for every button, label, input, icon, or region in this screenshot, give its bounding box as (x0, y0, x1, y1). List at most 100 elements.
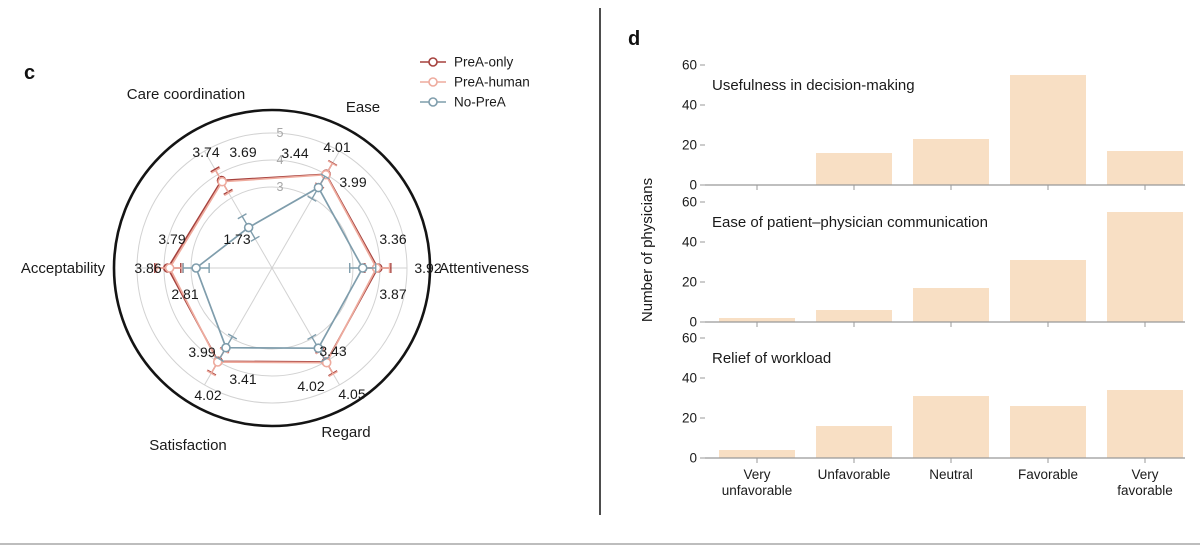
radar-axis-label: Attentiveness (439, 260, 529, 277)
bar-subplot-2: 0 20 40 60 Ease of patient–physician communi… (682, 195, 1185, 330)
radar-outer-circle (112, 108, 432, 428)
radar-marker (243, 222, 254, 233)
radar-marker (164, 263, 175, 273)
radar-series-No-PreA (182, 173, 377, 363)
bar (913, 139, 989, 185)
radar-value-label: 3.99 (188, 344, 215, 360)
radar-ring-tick-label: 4 (277, 153, 284, 167)
bar (719, 450, 795, 458)
radar-value-label: 3.44 (281, 145, 308, 161)
y-tick-label: 60 (682, 58, 697, 73)
radar-error-bar-cap (224, 189, 234, 197)
y-tick-label: 40 (682, 235, 697, 250)
radar-value-label: 4.05 (338, 386, 365, 402)
radar-error-bar-cap (237, 213, 247, 220)
legend-marker (428, 97, 438, 107)
radar-axis-label: Ease (346, 99, 380, 116)
bar-subplot-1: 0 20 40 60 Usefulness in decision-making (682, 58, 1185, 193)
radar-error-bar-cap (307, 333, 317, 341)
radar-marker (221, 342, 231, 353)
bar (816, 426, 892, 458)
radar-value-label: 3.86 (134, 260, 161, 276)
radar-error-bar-cap (320, 173, 330, 180)
radar-error-bar-cap (320, 356, 330, 363)
y-tick-label: 0 (689, 315, 697, 330)
radar-value-label: 3.99 (339, 174, 366, 190)
panel-c-label: c (24, 62, 36, 84)
radar-marker (313, 182, 324, 193)
bar (1107, 390, 1183, 458)
radar-value-label: 3.69 (229, 144, 256, 160)
radar-spoke (204, 150, 273, 269)
legend-label: PreA-human (454, 75, 530, 90)
bar (1107, 212, 1183, 322)
radar-axis-label: Regard (321, 424, 370, 441)
radar-marker (217, 176, 227, 187)
radar-error-bar-cap (211, 167, 221, 174)
bar (913, 288, 989, 322)
legend-label: No-PreA (454, 95, 506, 110)
legend-label: PreA-only (454, 55, 514, 70)
radar-ring-tick-label: 3 (277, 180, 284, 194)
radar-value-label: 3.92 (414, 260, 441, 276)
bar (913, 396, 989, 458)
bar (816, 153, 892, 185)
y-tick-label: 0 (689, 451, 697, 466)
bar (1010, 260, 1086, 322)
y-tick-label: 40 (682, 98, 697, 113)
y-axis-title: Number of physicians (639, 178, 656, 322)
radar-ring-tick-label: 5 (277, 126, 284, 140)
y-tick-label: 20 (682, 411, 697, 426)
radar-axis-label: Acceptability (21, 260, 106, 277)
bottom-rule (0, 543, 1200, 545)
y-tick-label: 0 (689, 178, 697, 193)
radar-error-bar-cap (214, 355, 225, 363)
radar-axis-label: Care coordination (127, 86, 245, 103)
bar (719, 318, 795, 322)
radar-error-bar-cap (206, 370, 216, 377)
legend-marker (428, 57, 438, 67)
radar-marker (357, 263, 368, 273)
panel-divider (599, 8, 601, 515)
bar-subplot-3: 0 20 40 60 Relief of workload (682, 331, 1185, 466)
radar-value-label: 3.74 (192, 144, 219, 160)
radar-value-label: 3.36 (379, 231, 406, 247)
x-tick-label: Favorable (1018, 467, 1078, 482)
radar-error-bar-cap (307, 195, 317, 202)
bar-title: Relief of workload (712, 350, 831, 367)
bar-title: Usefulness in decision-making (712, 77, 915, 94)
radar-axis-label: Satisfaction (149, 437, 227, 454)
radar-marker (191, 263, 201, 273)
bar (816, 310, 892, 322)
y-tick-label: 60 (682, 195, 697, 210)
y-tick-label: 20 (682, 275, 697, 290)
bar-charts: 0 20 40 60 Usefulness in decision-making 0 20 4… (639, 58, 1185, 498)
radar-marker (313, 343, 324, 354)
radar-value-label: 3.87 (379, 286, 406, 302)
y-tick-label: 40 (682, 371, 697, 386)
radar-value-label: 3.79 (158, 231, 185, 247)
radar-chart: 3 4 5 Care coordination Ease Attentiveness Reg… (21, 55, 530, 455)
legend-marker (428, 77, 438, 87)
radar-error-bar-cap (327, 160, 338, 167)
radar-error-bar-cap (227, 333, 238, 340)
x-tick-label: Very unfavorable (722, 467, 793, 498)
radar-value-label: 4.02 (297, 378, 324, 394)
radar-value-label: 2.81 (171, 286, 198, 302)
radar-error-bar-cap (328, 370, 338, 378)
radar-value-label: 3.43 (319, 343, 346, 359)
radar-value-label: 1.73 (223, 231, 250, 247)
y-tick-label: 20 (682, 138, 697, 153)
x-tick-label: Neutral (929, 467, 973, 482)
x-tick-label: Very favorable (1117, 467, 1173, 498)
radar-error-bar-cap (210, 166, 220, 173)
radar-error-bar-cap (250, 235, 260, 242)
bar (1010, 75, 1086, 185)
bar (1107, 151, 1183, 185)
radar-value-label: 4.02 (194, 387, 221, 403)
x-tick-label: Unfavorable (818, 467, 891, 482)
radar-value-label: 3.41 (229, 371, 256, 387)
radar-value-label: 4.01 (323, 139, 350, 155)
bar-title: Ease of patient–physician communication (712, 214, 988, 231)
